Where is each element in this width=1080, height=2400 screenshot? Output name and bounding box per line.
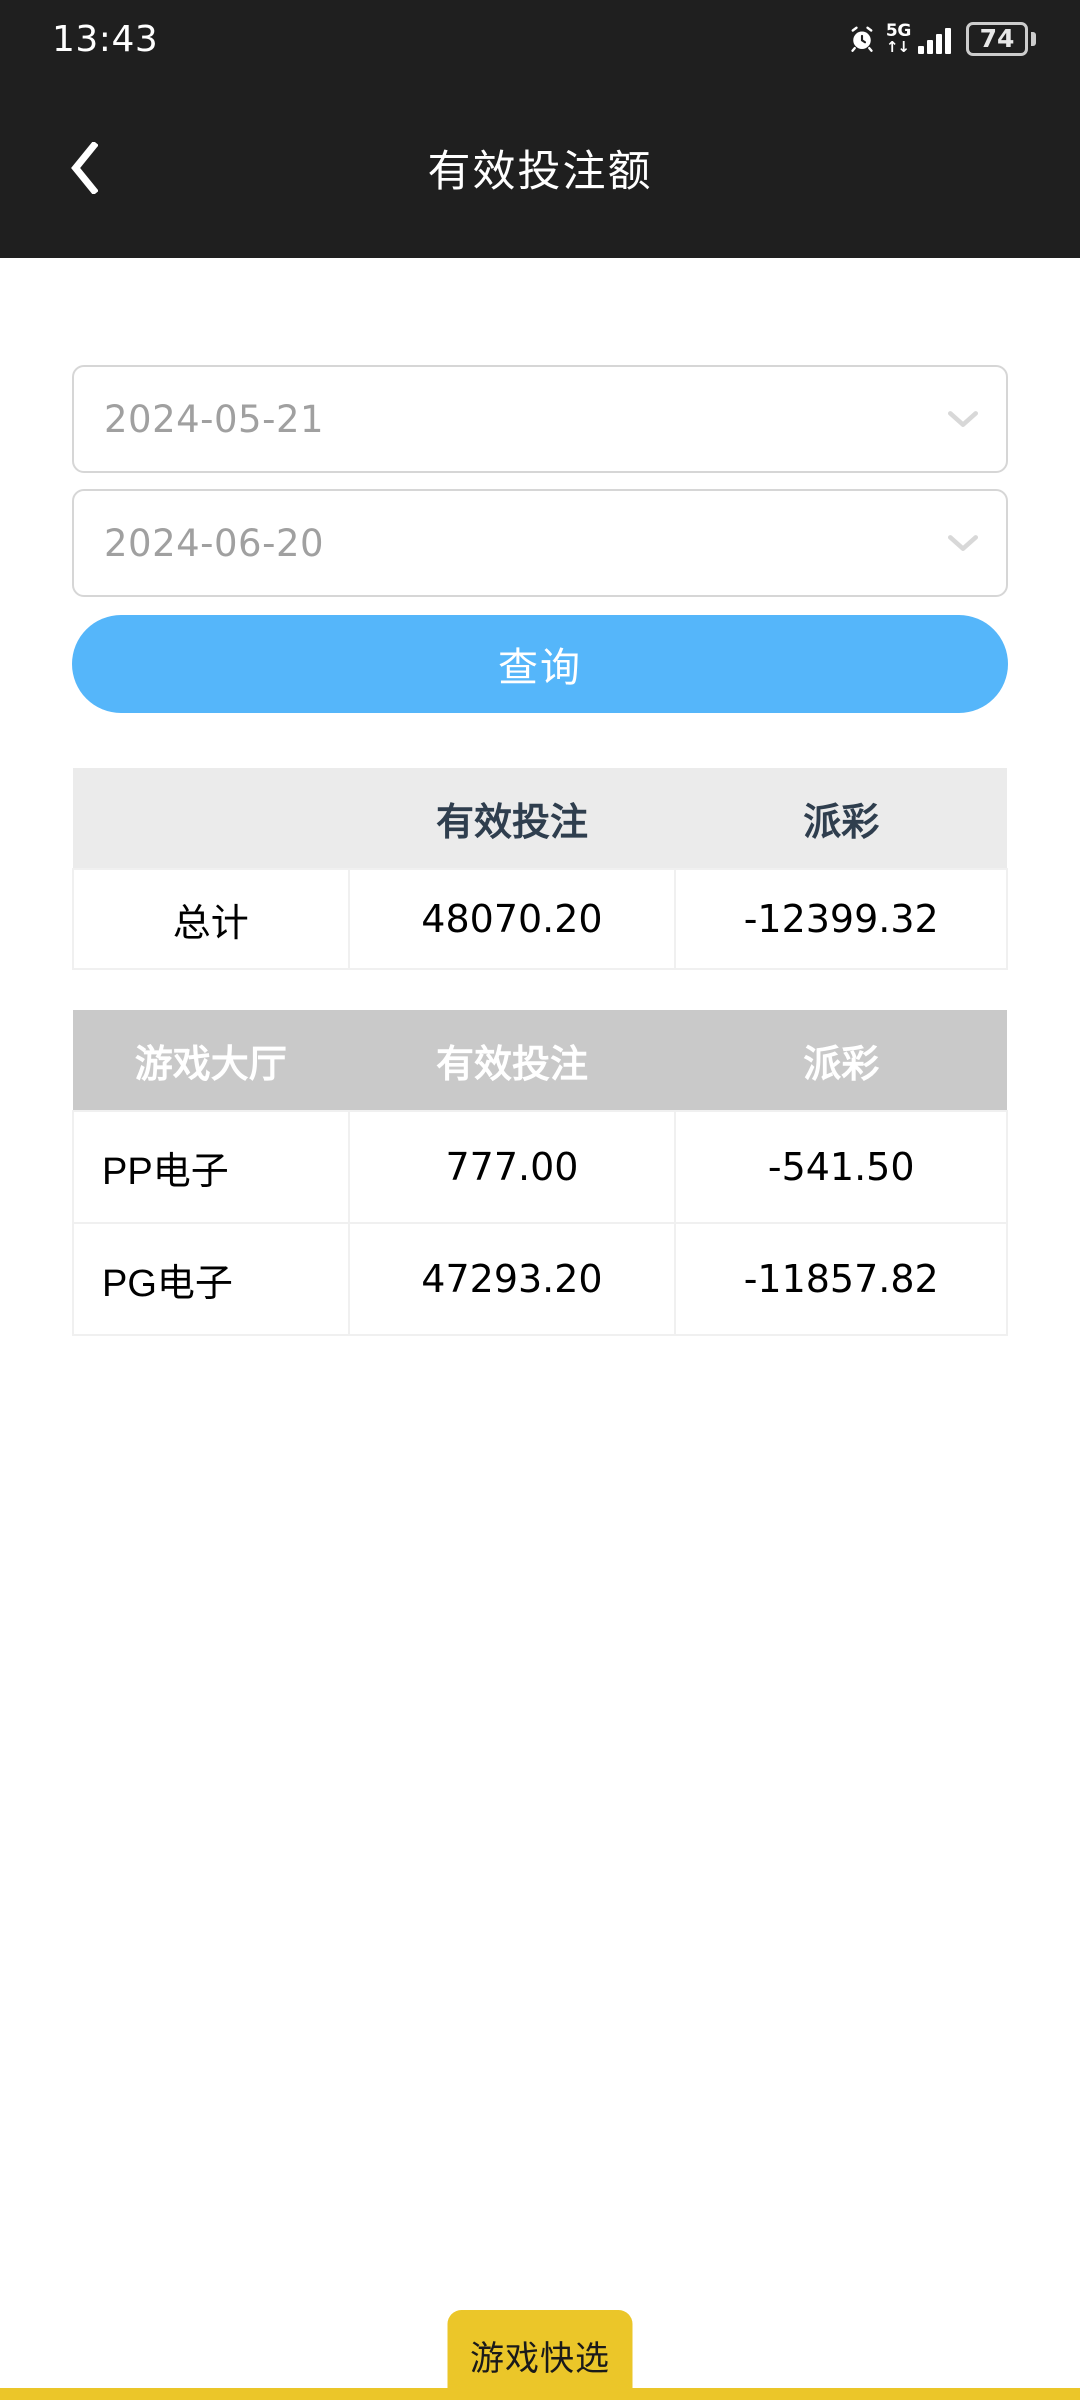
- summary-table: 有效投注 派彩 总计 48070.20 -12399.32: [72, 768, 1008, 970]
- status-bar: 13:43 5G ↑↓ 74: [0, 0, 1080, 78]
- summary-header-blank: [73, 768, 349, 869]
- detail-header-payout: 派彩: [675, 1010, 1007, 1111]
- summary-row-payout: -12399.32: [674, 868, 1008, 970]
- detail-header-lobby: 游戏大厅: [73, 1010, 349, 1111]
- detail-row-label: PG电子: [72, 1222, 350, 1336]
- detail-row-label: PP电子: [72, 1110, 350, 1224]
- status-icons: 5G ↑↓ 74: [847, 21, 1036, 57]
- query-button[interactable]: 查询: [72, 615, 1008, 713]
- signal-bars-icon: [918, 24, 951, 54]
- alarm-clock-icon: [847, 24, 877, 54]
- end-date-value: 2024-06-20: [104, 521, 325, 565]
- app-header: 有效投注额: [0, 78, 1080, 258]
- status-time: 13:43: [52, 18, 159, 60]
- summary-row-bet: 48070.20: [347, 868, 677, 970]
- main-content: 2024-05-21 2024-06-20 查询 有效投注 派彩 总计 4807…: [0, 365, 1080, 1336]
- chevron-down-icon: [947, 411, 979, 427]
- detail-row-payout: -541.50: [674, 1110, 1008, 1224]
- end-date-select[interactable]: 2024-06-20: [72, 489, 1008, 597]
- back-button[interactable]: [52, 132, 116, 204]
- start-date-select[interactable]: 2024-05-21: [72, 365, 1008, 473]
- network-traffic-arrows: ↑↓: [885, 38, 910, 56]
- table-row: PP电子 777.00 -541.50: [72, 1110, 1008, 1224]
- game-quick-select-tab[interactable]: 游戏快选: [447, 2310, 633, 2400]
- summary-header-bet: 有效投注: [348, 768, 676, 869]
- summary-row-label: 总计: [72, 868, 350, 970]
- detail-table: 游戏大厅 有效投注 派彩 PP电子 777.00 -541.50 PG电子 47…: [72, 1010, 1008, 1336]
- network-type-label: 5G: [885, 21, 911, 41]
- table-row: 总计 48070.20 -12399.32: [72, 868, 1008, 970]
- summary-header-payout: 派彩: [675, 768, 1007, 869]
- detail-row-bet: 777.00: [347, 1110, 677, 1224]
- table-header-row: 游戏大厅 有效投注 派彩: [73, 1010, 1007, 1111]
- table-row: PG电子 47293.20 -11857.82: [72, 1222, 1008, 1336]
- start-date-value: 2024-05-21: [104, 397, 325, 441]
- network-type-indicator: 5G ↑↓: [886, 23, 911, 55]
- detail-header-bet: 有效投注: [348, 1010, 676, 1111]
- detail-row-bet: 47293.20: [347, 1222, 677, 1336]
- page-title: 有效投注额: [427, 148, 653, 196]
- chevron-down-icon: [947, 535, 979, 551]
- battery-level-text: 74: [979, 23, 1015, 53]
- detail-row-payout: -11857.82: [674, 1222, 1008, 1336]
- battery-icon: 74: [966, 21, 1036, 57]
- chevron-left-icon: [71, 142, 98, 194]
- table-header-row: 有效投注 派彩: [73, 768, 1007, 869]
